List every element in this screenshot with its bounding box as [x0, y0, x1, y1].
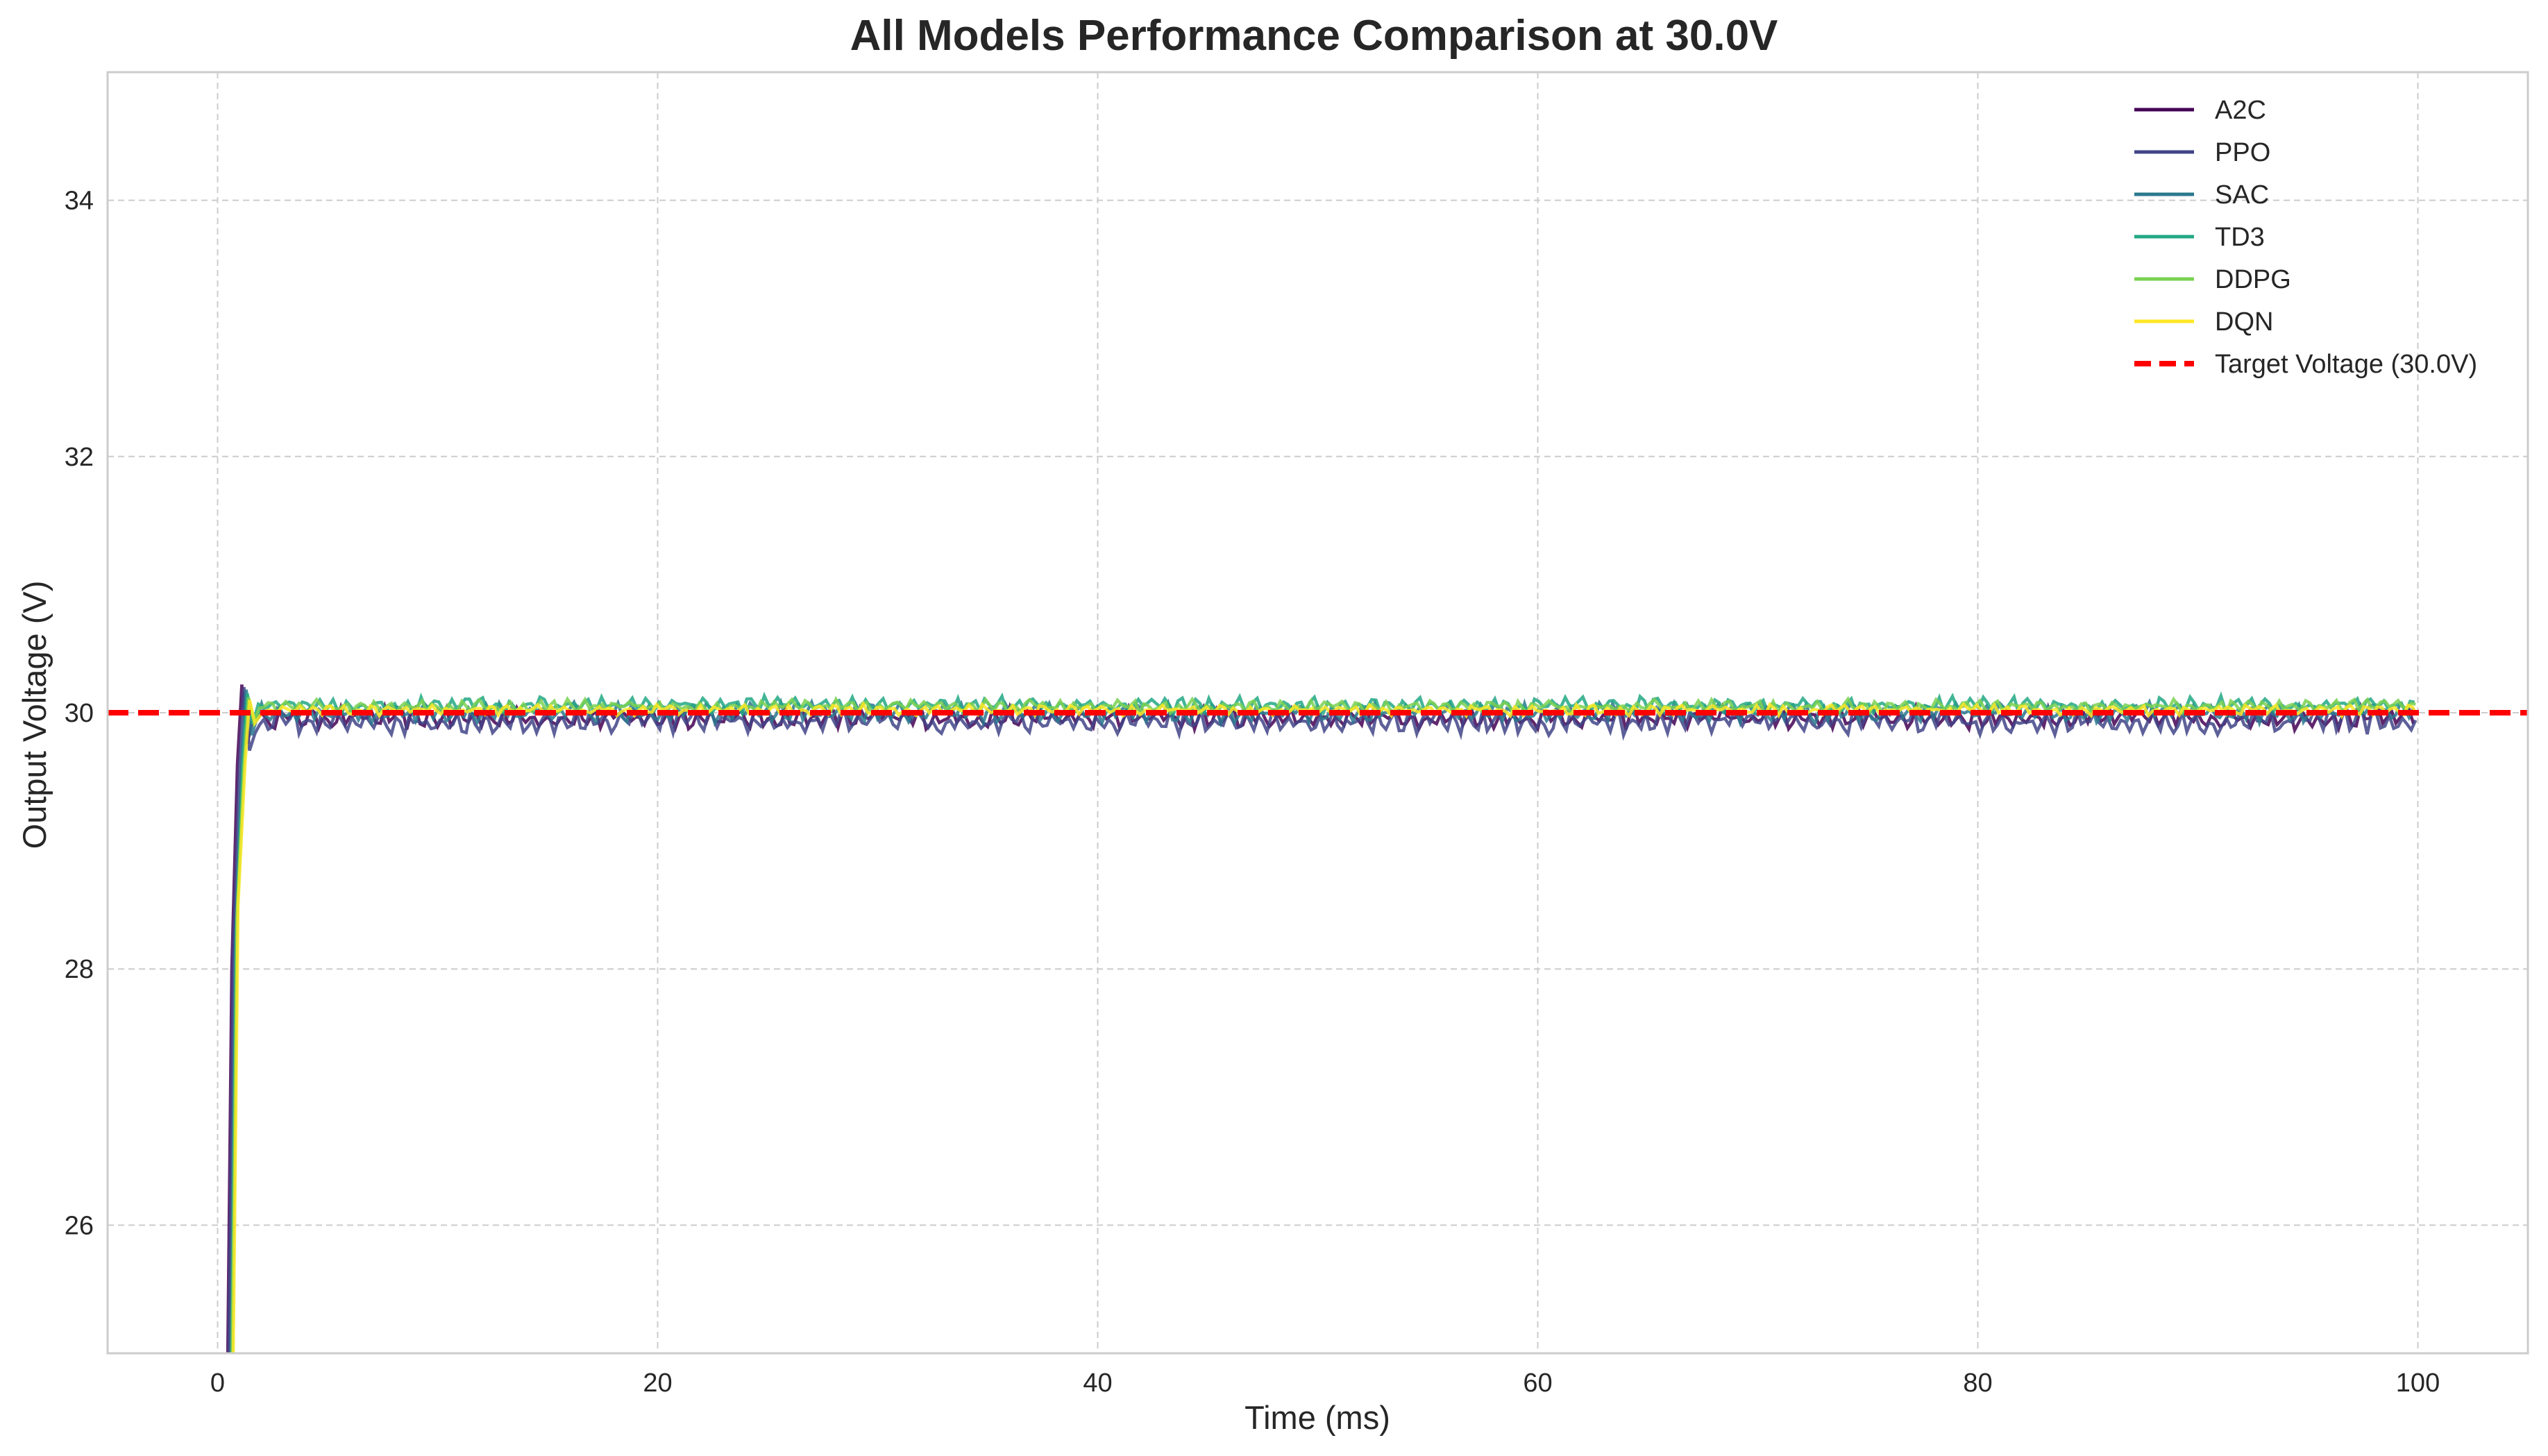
y-tick-labels: 26 28 30 32 34	[65, 187, 94, 1241]
legend-label: DDPG	[2215, 265, 2291, 294]
x-tick-label: 60	[1523, 1369, 1552, 1398]
x-tick-label: 0	[210, 1369, 225, 1398]
x-tick-labels: 0 20 40 60 80 100	[210, 1369, 2440, 1398]
legend-label: TD3	[2215, 223, 2265, 252]
series-line-dqn	[231, 699, 2418, 1353]
y-tick-label: 32	[65, 443, 94, 472]
x-tick-label: 80	[1963, 1369, 1992, 1398]
legend-label: PPO	[2215, 138, 2270, 167]
x-axis-label: Time (ms)	[1245, 1399, 1390, 1436]
legend-label: Target Voltage (30.0V)	[2215, 350, 2477, 379]
y-tick-label: 30	[65, 699, 94, 728]
legend-label: A2C	[2215, 96, 2266, 125]
legend: A2C PPO SAC TD3 DDPG DQN Target Voltage (30.0V…	[2134, 96, 2477, 379]
x-tick-label: 100	[2396, 1369, 2440, 1398]
y-tick-label: 34	[65, 187, 94, 216]
series-line-a2c	[226, 684, 2415, 1353]
series-line-td3	[230, 691, 2415, 1353]
legend-label: DQN	[2215, 307, 2273, 337]
series-line-sac	[229, 689, 2415, 1353]
y-tick-label: 26	[65, 1211, 94, 1240]
legend-label: SAC	[2215, 180, 2269, 210]
y-axis-label: Output Voltage (V)	[16, 581, 53, 849]
series-line-ddpg	[230, 695, 2416, 1353]
plot-frame	[106, 71, 2529, 1355]
x-tick-label: 20	[643, 1369, 672, 1398]
x-tick-label: 40	[1083, 1369, 1112, 1398]
y-tick-label: 28	[65, 955, 94, 984]
series-layer	[226, 684, 2418, 1353]
chart-title: All Models Performance Comparison at 30.…	[850, 12, 1778, 60]
series-line-ppo	[227, 686, 2418, 1353]
